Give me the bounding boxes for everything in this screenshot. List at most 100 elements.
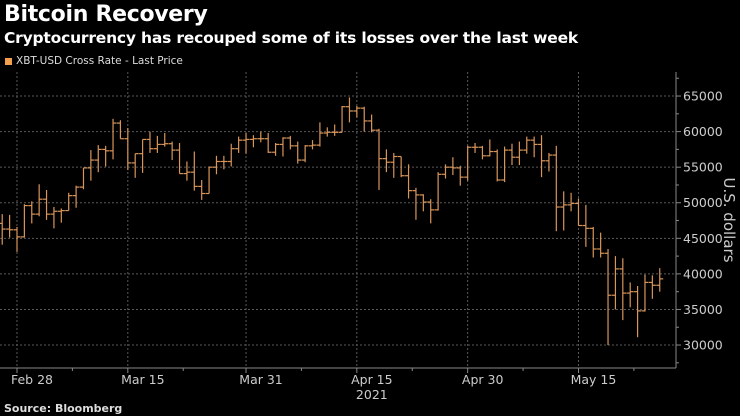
ohlc-bar bbox=[456, 165, 464, 186]
ohlc-bars bbox=[0, 97, 664, 346]
ohlc-bar bbox=[183, 161, 191, 181]
ohlc-bar bbox=[6, 214, 14, 238]
ohlc-bar bbox=[552, 145, 560, 232]
ohlc-bar bbox=[257, 131, 265, 143]
ohlc-bar bbox=[153, 135, 161, 153]
y-tick-label: 65000 bbox=[683, 89, 723, 104]
ohlc-bar bbox=[368, 114, 376, 133]
ohlc-bar bbox=[20, 204, 28, 238]
ohlc-bar bbox=[294, 141, 302, 164]
ohlc-bar bbox=[272, 142, 280, 156]
ohlc-bar bbox=[57, 208, 65, 223]
ohlc-bar bbox=[390, 152, 398, 178]
ohlc-bar bbox=[345, 97, 353, 123]
ohlc-bar bbox=[412, 187, 420, 220]
y-axis-label: U.S. dollars bbox=[720, 177, 738, 262]
ohlc-bar bbox=[205, 166, 213, 195]
ohlc-bar bbox=[397, 155, 405, 178]
x-year-label: 2021 bbox=[356, 387, 388, 402]
ohlc-bar bbox=[249, 135, 257, 148]
ohlc-bar bbox=[508, 143, 516, 166]
grid-lines bbox=[0, 72, 676, 368]
axes: 30000 35000 40000 45000 50000 55000 60000 65000… bbox=[0, 72, 723, 402]
ohlc-bar bbox=[176, 142, 184, 175]
ohlc-bar bbox=[13, 226, 21, 252]
ohlc-bar bbox=[338, 106, 346, 133]
ohlc-bar bbox=[648, 275, 656, 299]
ohlc-bar bbox=[545, 152, 553, 172]
y-tick-label: 60000 bbox=[683, 124, 723, 139]
x-tick-label: Feb 28 bbox=[11, 372, 53, 387]
ohlc-bar bbox=[316, 122, 324, 147]
ohlc-bar bbox=[464, 145, 472, 181]
ohlc-bar bbox=[323, 127, 331, 137]
ohlc-bar bbox=[538, 135, 546, 178]
ohlc-bar bbox=[227, 143, 235, 167]
ohlc-bar bbox=[574, 198, 582, 227]
ohlc-bar bbox=[279, 137, 287, 157]
ohlc-bar bbox=[501, 146, 509, 183]
ohlc-bar bbox=[43, 189, 51, 220]
ohlc-bar bbox=[109, 118, 117, 160]
ohlc-bar bbox=[0, 214, 6, 245]
ohlc-bar bbox=[360, 106, 368, 132]
y-tick-label: 35000 bbox=[683, 302, 723, 317]
x-tick-label: May 15 bbox=[571, 372, 617, 387]
ohlc-bar bbox=[286, 135, 294, 150]
ohlc-bar bbox=[523, 136, 531, 154]
ohlc-bar bbox=[72, 185, 80, 208]
chart-title: Bitcoin Recovery bbox=[4, 2, 208, 27]
ohlc-bar bbox=[198, 179, 206, 200]
ohlc-bar bbox=[264, 133, 272, 153]
x-tick-label: Mar 31 bbox=[239, 372, 282, 387]
ohlc-bar bbox=[124, 128, 132, 171]
x-tick-label: Apr 15 bbox=[351, 372, 393, 387]
ohlc-bar bbox=[419, 194, 427, 212]
ohlc-bar bbox=[139, 138, 147, 173]
ohlc-bar bbox=[353, 106, 361, 118]
ohlc-bar bbox=[634, 285, 642, 338]
ohlc-bar bbox=[493, 149, 501, 182]
ohlc-bar bbox=[79, 167, 87, 190]
ohlc-bar bbox=[382, 149, 390, 173]
y-tick-label: 45000 bbox=[683, 231, 723, 246]
ohlc-bar bbox=[331, 124, 339, 136]
ohlc-bar bbox=[567, 192, 575, 212]
ohlc-bar bbox=[94, 145, 102, 173]
ohlc-bar bbox=[190, 151, 198, 191]
ohlc-bar bbox=[235, 136, 243, 153]
ohlc-bar bbox=[471, 142, 479, 153]
ohlc-bar bbox=[50, 207, 58, 229]
ohlc-bar bbox=[375, 128, 383, 190]
legend-swatch bbox=[5, 57, 12, 65]
ohlc-bar bbox=[212, 155, 220, 175]
ohlc-bar bbox=[478, 145, 486, 160]
ohlc-bar bbox=[589, 226, 597, 258]
ohlc-bar bbox=[131, 153, 139, 178]
chart-subtitle: Cryptocurrency has recouped some of its … bbox=[4, 29, 578, 47]
y-tick-label: 50000 bbox=[683, 195, 723, 210]
ohlc-bar bbox=[116, 120, 124, 140]
ohlc-bar bbox=[301, 145, 309, 163]
ohlc-bar bbox=[146, 131, 154, 153]
ohlc-bar bbox=[168, 141, 176, 161]
x-tick-label: Apr 30 bbox=[462, 372, 504, 387]
ohlc-bar bbox=[515, 141, 523, 166]
ohlc-bar bbox=[597, 232, 605, 258]
ohlc-bar bbox=[656, 268, 664, 292]
y-tick-label: 40000 bbox=[683, 266, 723, 281]
ohlc-bar bbox=[641, 274, 649, 312]
legend: XBT-USD Cross Rate - Last Price bbox=[5, 55, 183, 67]
ohlc-bar bbox=[486, 139, 494, 157]
ohlc-bar bbox=[35, 184, 43, 217]
ohlc-bar bbox=[309, 140, 317, 150]
legend-label: XBT-USD Cross Rate - Last Price bbox=[16, 55, 183, 67]
ohlc-bar bbox=[434, 172, 442, 211]
ohlc-bar bbox=[530, 136, 538, 158]
ohlc-bar bbox=[604, 248, 612, 346]
ohlc-bar bbox=[427, 199, 435, 224]
ohlc-bar bbox=[87, 150, 95, 181]
source-note: Source: Bloomberg bbox=[4, 402, 123, 415]
y-tick-label: 55000 bbox=[683, 160, 723, 175]
